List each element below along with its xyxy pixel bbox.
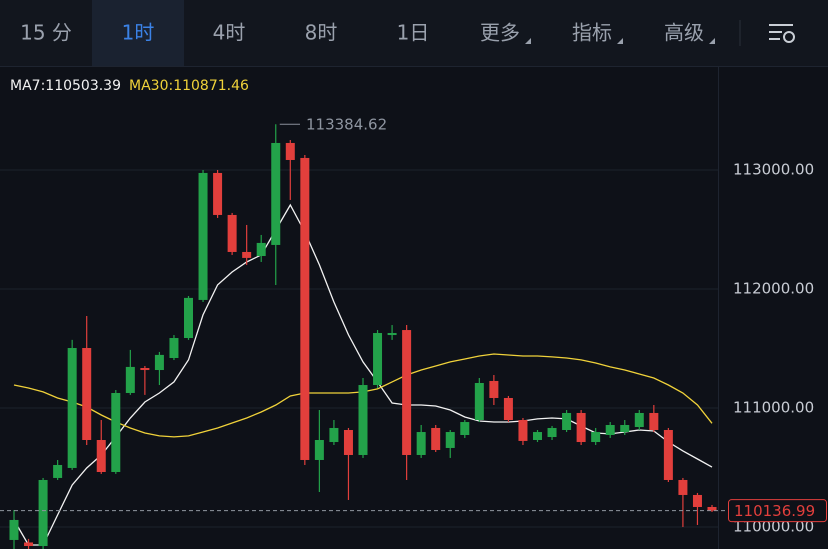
candle-body [503,397,513,421]
candle-body [314,439,324,460]
candle-body [445,432,455,448]
tab[interactable]: 4时 [213,21,246,45]
candle-body [9,519,19,540]
candle-body [271,142,281,245]
candle-body [533,432,542,440]
y-tick-label: 111000.00 [733,398,814,416]
y-tick-label: 112000.00 [733,279,814,297]
plot: 110000.00111000.00112000.00113000.001133… [0,78,827,549]
high-label: 113384.62 [306,116,387,134]
candle-body [387,333,397,336]
tab[interactable]: 1时 [122,21,155,45]
candle-body [518,420,528,441]
candle-body [431,427,441,450]
legend-entry: MA7:110503.39 [10,78,121,94]
candle-body [692,494,702,507]
candle-body [82,348,92,440]
active-tab-bg [92,0,184,66]
candle-body [373,333,383,386]
tab[interactable]: 指标 [572,21,612,45]
candle-body [634,412,644,428]
candle-body [460,422,470,435]
candle-body [53,464,63,478]
candle-body [562,412,572,430]
tab[interactable]: 更多 [480,21,520,45]
candle-body [358,385,368,455]
ma-line [13,203,713,546]
tabs: 15 分 1时 4时 8时 1日 更多 指标 高级 [20,21,715,45]
candle-body [300,157,310,460]
tab[interactable]: 15 分 [20,21,72,45]
candle-body [329,427,339,443]
candle-body [678,479,688,495]
candle-body [184,297,193,339]
candle-body [402,330,412,455]
candle-body [125,366,135,393]
candle-body [169,338,179,359]
candle-body [111,392,121,473]
tab[interactable]: 1日 [397,21,430,45]
tab[interactable]: 8时 [305,21,338,45]
candle-body [213,172,223,215]
candle-body [707,506,717,511]
icon-gear [783,31,795,43]
dropdown-triangle [617,38,623,44]
candle-body [605,425,615,435]
candle-body [38,479,48,547]
candle-body [591,432,601,443]
candle-body [547,427,557,438]
candle-body [154,354,164,371]
candle-body [24,542,34,547]
candle-body [576,412,586,443]
y-tick-label: 113000.00 [733,160,814,178]
candle-body [198,172,208,300]
candle-body [416,432,426,455]
candle-body [489,380,499,398]
price-tag [728,499,827,523]
candle-body [620,425,630,433]
candle-body [256,242,266,257]
settings-icon[interactable] [769,24,795,43]
candle-body [663,429,673,480]
candle-body [96,439,106,473]
candle-body [67,348,77,468]
candle-body [649,412,659,430]
price-tag-label: 110136.99 [734,502,815,520]
candle-body [242,251,252,258]
candle-body [474,382,484,421]
candle-body [140,368,150,371]
dropdown-triangle [525,38,531,44]
dropdown-triangle [709,38,715,44]
candle-body [285,142,295,160]
candle-body [227,214,237,252]
candle-body [343,429,353,455]
legend-entry: MA30:110871.46 [129,78,249,94]
tab[interactable]: 高级 [664,21,704,45]
